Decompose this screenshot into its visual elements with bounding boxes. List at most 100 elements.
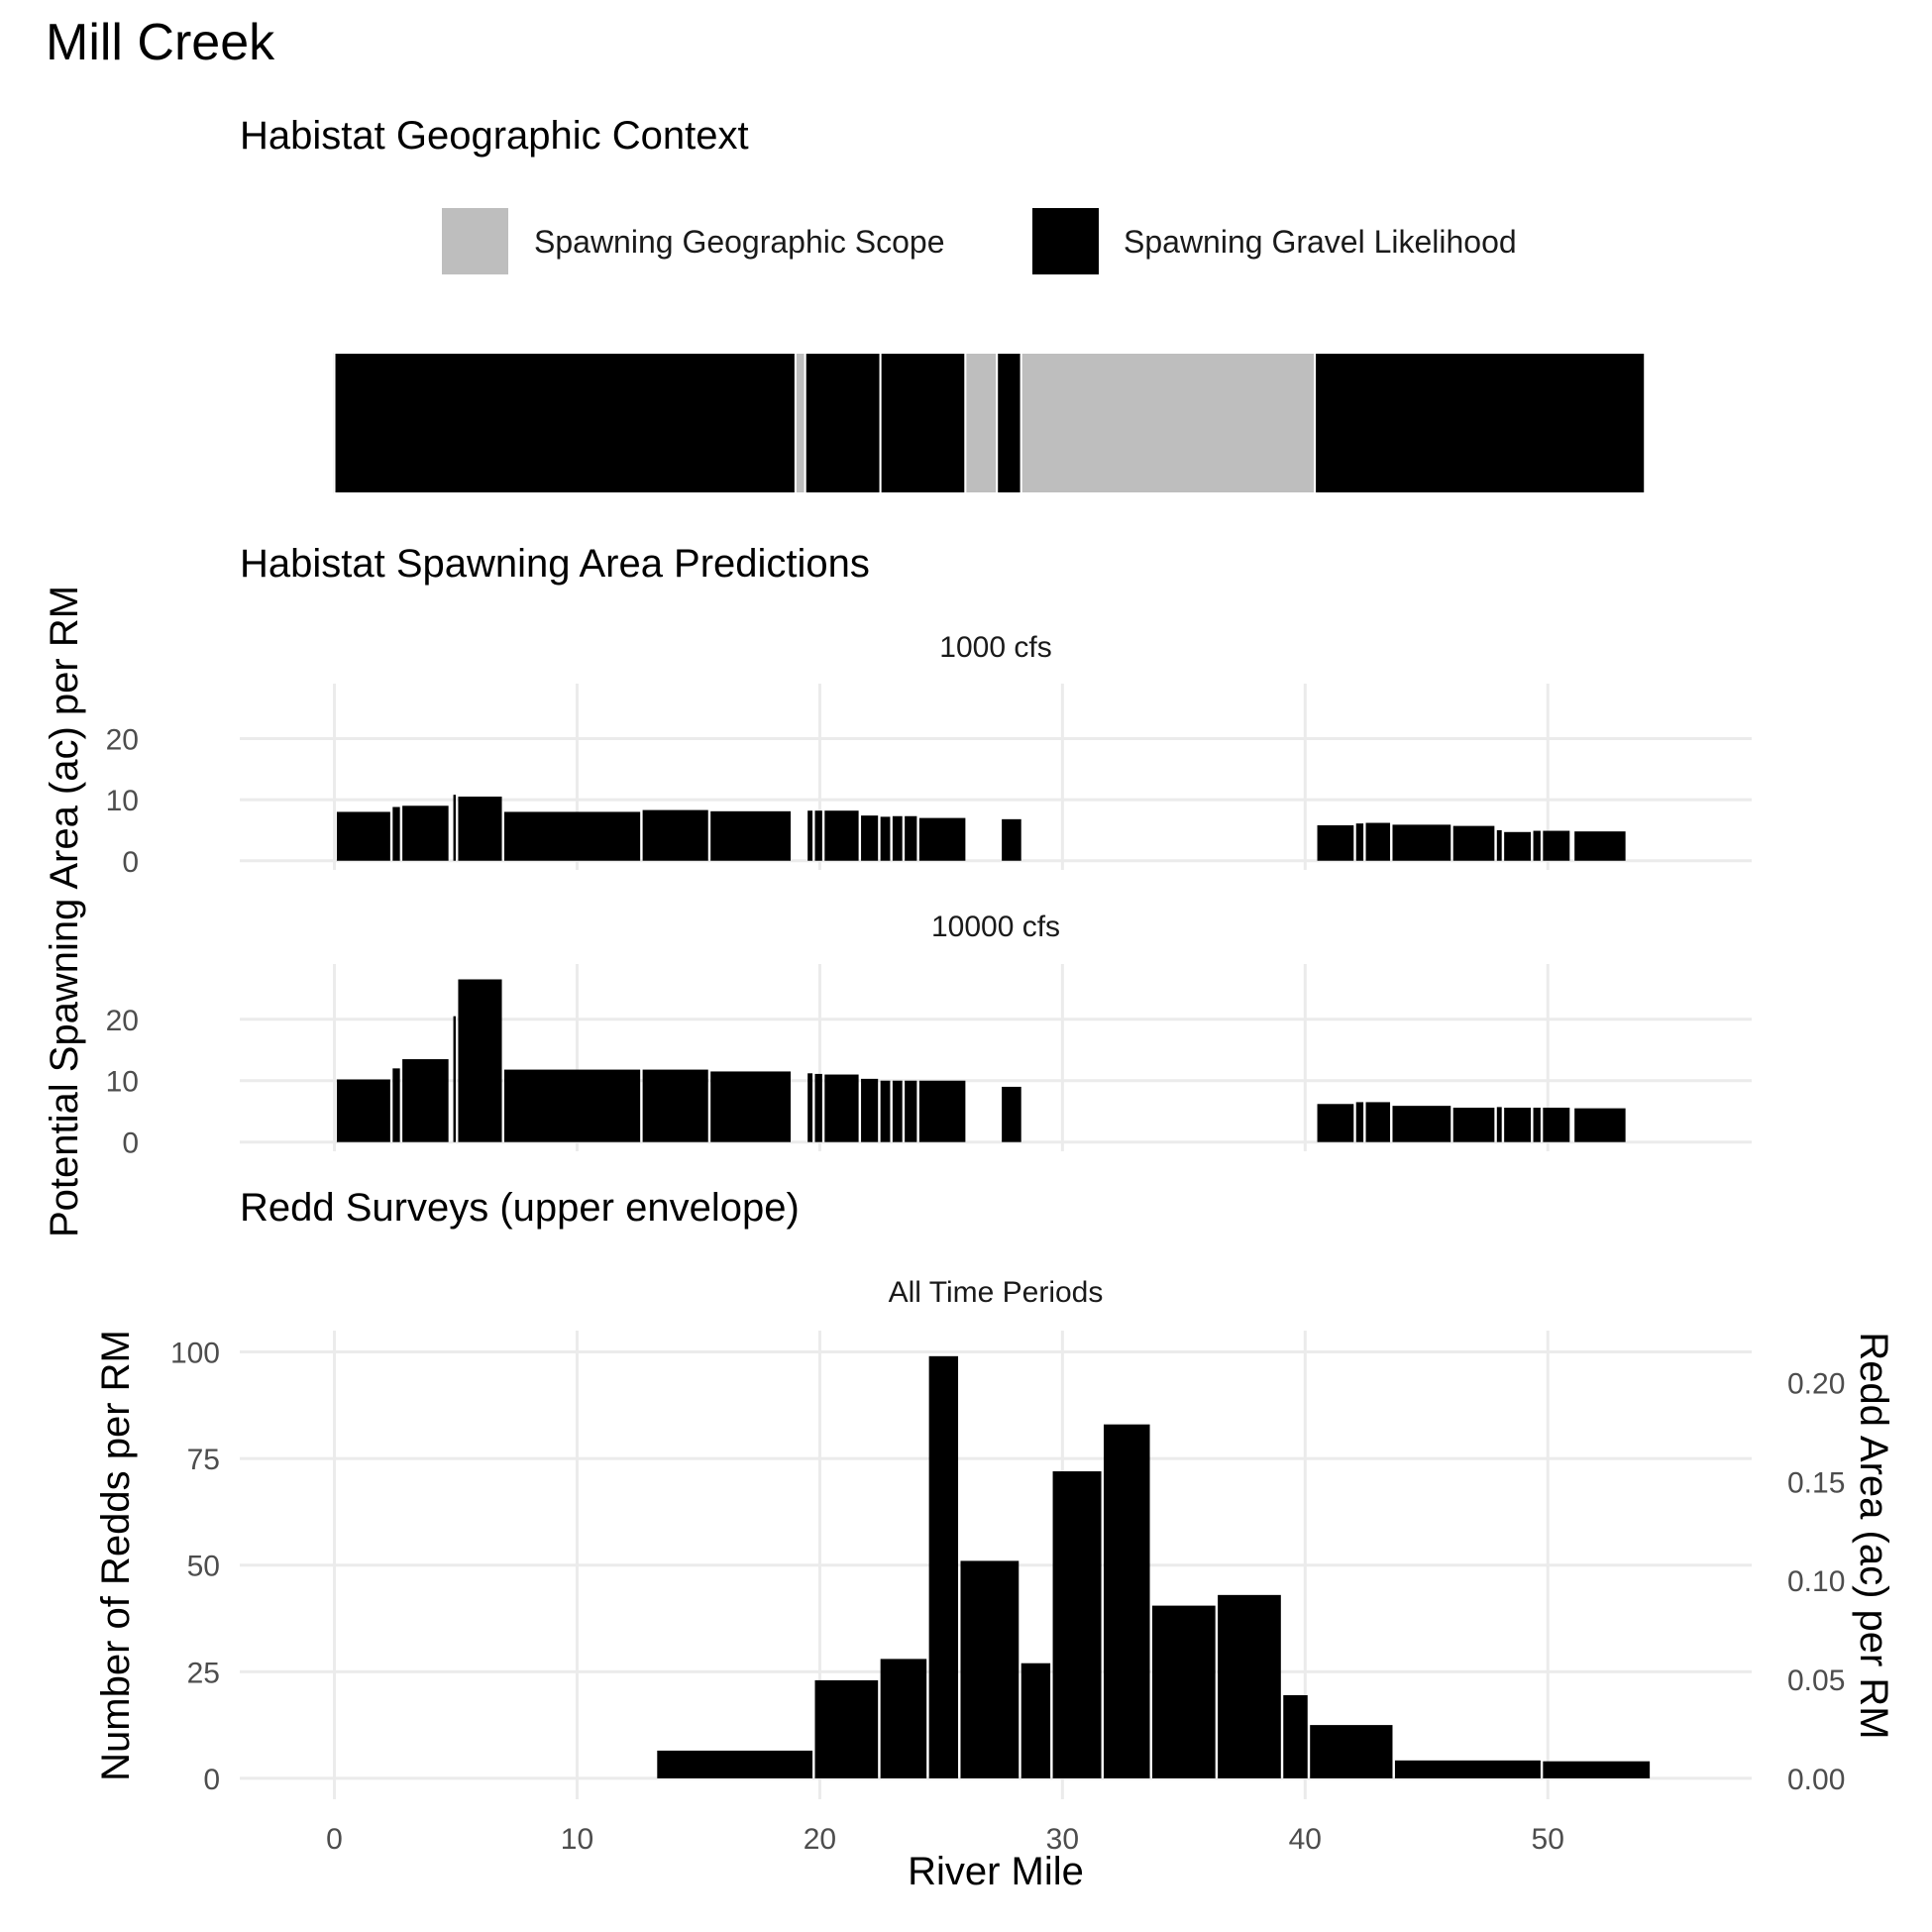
redd-y-tick-label: 100 [170, 1338, 220, 1370]
redd-bar [1151, 1605, 1216, 1778]
facet-bar [1574, 831, 1626, 861]
context-segment [794, 352, 806, 494]
facet-y-tick-label: 20 [106, 1005, 139, 1037]
facet-bar [1392, 1106, 1451, 1142]
facet-bar [880, 1080, 891, 1142]
facet-1000-panel: 1000 cfs 0 10 20 [106, 631, 1752, 879]
facet-bar [458, 979, 502, 1142]
facet-bar [814, 810, 822, 861]
facet-bar [392, 806, 400, 861]
redd-y2-tick-label: 0.15 [1787, 1466, 1845, 1499]
facet-bar [1543, 830, 1570, 861]
facet-bar [1392, 824, 1451, 861]
facet-bar [1002, 1086, 1021, 1142]
facet-bar [918, 1080, 966, 1142]
context-segment [1020, 352, 1317, 494]
facet-y-tick-label: 10 [106, 1066, 139, 1099]
redd-bar [1104, 1424, 1150, 1778]
facet-bar [392, 1068, 400, 1142]
facet-bar [336, 1079, 390, 1142]
facet-bar [814, 1073, 822, 1142]
legend-key-gravel [1032, 208, 1099, 274]
redd-y2-tick-label: 0.10 [1787, 1565, 1845, 1598]
facet-bar [807, 810, 813, 861]
redd-bar [1543, 1761, 1651, 1778]
redd-bar [814, 1679, 879, 1778]
panel2-title: Habistat Spawning Area Predictions [240, 542, 870, 586]
facet-bar [503, 811, 641, 861]
x-tick-label: 10 [561, 1823, 593, 1856]
facet-bar [642, 1069, 708, 1142]
redd-bar [1020, 1663, 1051, 1778]
redd-y-tick-label: 0 [203, 1764, 220, 1796]
redd-y2-tick-label: 0.05 [1787, 1664, 1845, 1697]
redd-y2-tick-label: 0.00 [1787, 1764, 1845, 1796]
facet-bar [458, 797, 502, 861]
facet-10000-panel: 10000 cfs 0 10 20 [106, 911, 1752, 1160]
legend: Spawning Geographic Scope Spawning Grave… [442, 208, 1517, 274]
context-segment [996, 352, 1022, 494]
facet-bar [1496, 1107, 1502, 1142]
facet-bar [861, 815, 879, 861]
panel1-title: Habistat Geographic Context [240, 114, 749, 158]
redd-bar [880, 1659, 927, 1778]
x-tick-label: 20 [804, 1823, 836, 1856]
facet-bar [905, 1080, 917, 1142]
x-tick-label: 30 [1046, 1823, 1079, 1856]
facet-bar [503, 1069, 641, 1142]
context-segment [879, 352, 967, 494]
redd-y2-axis-label: Redd Area (ac) per RM [1852, 1332, 1895, 1739]
legend-label-gravel: Spawning Gravel Likelihood [1124, 224, 1517, 260]
facet-bar [1533, 830, 1541, 861]
facet-bar [1365, 1102, 1391, 1142]
facet-bar [824, 1074, 859, 1142]
facet-strip-10000: 10000 cfs [931, 911, 1060, 943]
x-axis-label: River Mile [908, 1850, 1084, 1893]
x-tick-label: 50 [1532, 1823, 1564, 1856]
habistat-y-axis-label: Potential Spawning Area (ac) per RM [43, 586, 86, 1237]
panel3-title: Redd Surveys (upper envelope) [240, 1186, 800, 1230]
facet-bar [453, 1016, 456, 1142]
redd-bar [960, 1560, 1020, 1778]
facet-bar [336, 811, 390, 861]
context-segment [964, 352, 999, 494]
facet-bar [402, 805, 449, 861]
facet-bar [807, 1073, 813, 1142]
facet-bar [1317, 825, 1354, 861]
facet-y-tick-label: 0 [122, 1127, 139, 1160]
context-panel [333, 352, 1647, 494]
redd-bar [1218, 1594, 1281, 1778]
redd-bar [1052, 1471, 1102, 1778]
facet-bar [642, 809, 708, 861]
facet-bar [892, 1080, 903, 1142]
facet-bar [880, 816, 891, 861]
redd-y-tick-label: 75 [187, 1444, 220, 1476]
redd-y-tick-label: 50 [187, 1551, 220, 1583]
facet-bar [1355, 1102, 1364, 1142]
facet-y-tick-label: 20 [106, 723, 139, 756]
facet-bar [1574, 1108, 1626, 1142]
facet-bar [402, 1059, 449, 1142]
legend-key-scope [442, 208, 508, 274]
redd-y-tick-label: 25 [187, 1657, 220, 1689]
redd-bar [1394, 1760, 1541, 1778]
facet-y-tick-label: 10 [106, 785, 139, 817]
facet-bar [824, 810, 859, 861]
facet-strip-1000: 1000 cfs [939, 631, 1051, 664]
facet-bar [1496, 829, 1502, 861]
facet-bar [710, 810, 792, 861]
context-segment [804, 352, 882, 494]
facet-bar [1504, 831, 1532, 861]
facet-strip-redd: All Time Periods [889, 1276, 1104, 1309]
redd-bar [1310, 1725, 1393, 1778]
facet-y-tick-label: 0 [122, 846, 139, 879]
facet-bar [1452, 825, 1495, 861]
legend-label-scope: Spawning Geographic Scope [534, 224, 945, 260]
redd-panel: All Time Periods 0 25 50 75 100 0.00 0.05 0.10… [170, 1276, 1845, 1856]
facet-bar [1452, 1108, 1495, 1142]
facet-bar [918, 817, 966, 861]
facet-bar [861, 1078, 879, 1142]
redd-bar [657, 1750, 813, 1778]
x-tick-label: 40 [1289, 1823, 1322, 1856]
